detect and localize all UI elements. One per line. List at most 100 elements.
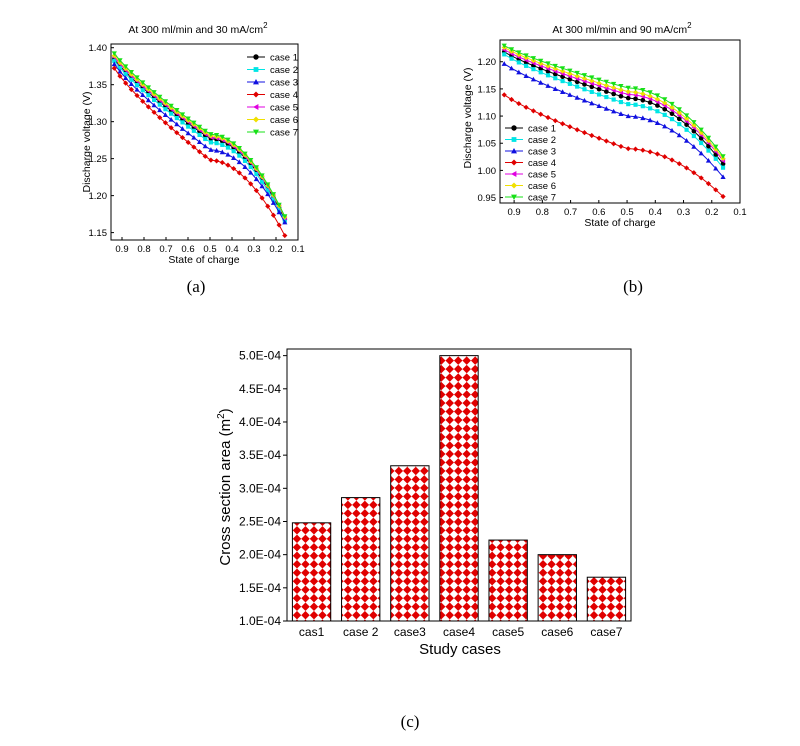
chart-b-xlabel: State of charge xyxy=(584,217,655,229)
data-point xyxy=(655,109,660,114)
data-point xyxy=(676,110,682,116)
data-point xyxy=(603,79,609,85)
chart-b-title: At 300 ml/min and 90 mA/cm2 xyxy=(552,21,692,36)
data-point xyxy=(169,111,174,116)
caption-a: (a) xyxy=(187,277,206,296)
data-point xyxy=(145,104,151,110)
data-point xyxy=(559,89,566,94)
data-point xyxy=(559,68,566,74)
data-point xyxy=(276,209,282,215)
legend-item: case 6 xyxy=(505,181,556,192)
data-point xyxy=(669,127,675,133)
data-point xyxy=(196,139,203,145)
data-point xyxy=(684,127,689,132)
data-point xyxy=(276,222,282,228)
legend-label: case 2 xyxy=(528,135,556,146)
chart-a-frame xyxy=(110,43,299,241)
legend-label: case 1 xyxy=(270,53,298,64)
data-point xyxy=(214,147,220,153)
data-point xyxy=(157,102,162,107)
data-point xyxy=(208,132,214,137)
data-point xyxy=(174,121,180,127)
data-point xyxy=(662,97,668,102)
data-point xyxy=(626,102,631,107)
data-point xyxy=(117,58,123,63)
data-point xyxy=(282,219,288,225)
series-case-7 xyxy=(501,43,726,159)
legend-label: case 7 xyxy=(270,128,298,139)
legend-label: case 5 xyxy=(270,103,298,114)
data-point xyxy=(134,92,140,99)
x-tick-label: case7 xyxy=(590,625,622,639)
data-point xyxy=(501,43,507,49)
data-point xyxy=(596,86,602,92)
data-point xyxy=(567,81,572,86)
data-point xyxy=(174,115,179,121)
data-point xyxy=(676,132,682,138)
bar-case-2 xyxy=(341,497,381,622)
data-point xyxy=(538,70,543,75)
data-point xyxy=(596,135,602,141)
data-point xyxy=(157,94,163,100)
data-point xyxy=(208,147,214,152)
data-point xyxy=(231,155,237,160)
legend-label: case 4 xyxy=(528,158,556,169)
y-tick-label: 2.0E-04 xyxy=(239,548,281,562)
data-point xyxy=(662,106,668,112)
chart-a: At 300 ml/min and 30 mA/cm2 0.9 0.8 0.7 0.6… xyxy=(81,21,305,266)
data-point xyxy=(282,232,288,239)
data-point xyxy=(270,192,277,197)
data-point xyxy=(152,97,157,103)
data-point xyxy=(259,173,265,179)
data-point xyxy=(523,104,529,110)
data-point xyxy=(516,60,521,65)
legend-item: case 1 xyxy=(505,124,556,135)
data-point xyxy=(501,61,507,66)
data-point xyxy=(270,212,277,218)
data-point xyxy=(140,80,146,86)
x-tick-label: 0.5 xyxy=(620,207,633,218)
data-point xyxy=(625,85,631,91)
data-point xyxy=(545,83,551,88)
data-point xyxy=(720,165,726,170)
data-point xyxy=(676,107,682,112)
legend-marker xyxy=(511,194,517,200)
data-point xyxy=(596,80,602,86)
data-point xyxy=(604,94,609,100)
data-point xyxy=(538,58,544,64)
legend-label: case 1 xyxy=(528,124,556,135)
x-tick-label: 0.6 xyxy=(181,244,194,255)
data-point xyxy=(197,132,202,137)
legend-label: case 2 xyxy=(270,65,298,76)
bar-case7 xyxy=(586,576,627,622)
x-tick-label: case5 xyxy=(492,625,524,639)
legend-item: case 5 xyxy=(505,170,556,181)
data-point xyxy=(574,79,580,85)
data-point xyxy=(669,117,675,122)
legend-marker xyxy=(253,129,259,135)
data-point xyxy=(129,77,134,82)
y-tick-label: 1.00 xyxy=(478,166,497,177)
data-point xyxy=(655,103,660,108)
data-point xyxy=(720,193,726,200)
x-tick-label: case4 xyxy=(443,625,475,639)
data-point xyxy=(647,93,653,99)
data-point xyxy=(168,125,174,131)
data-point xyxy=(219,159,225,166)
x-tick-label: 0.9 xyxy=(115,244,128,255)
data-point xyxy=(698,150,704,156)
data-point xyxy=(553,76,558,81)
data-point xyxy=(111,61,117,67)
data-point xyxy=(618,83,624,89)
data-point xyxy=(220,142,225,147)
data-point xyxy=(618,111,624,116)
data-point xyxy=(509,56,514,61)
chart-b-frame xyxy=(499,39,741,204)
data-point xyxy=(625,146,631,152)
data-point xyxy=(179,126,186,131)
data-point xyxy=(271,197,276,202)
data-point xyxy=(545,61,551,67)
data-point xyxy=(677,122,682,127)
data-point xyxy=(618,93,624,99)
x-tick-label: 0.6 xyxy=(592,207,605,218)
